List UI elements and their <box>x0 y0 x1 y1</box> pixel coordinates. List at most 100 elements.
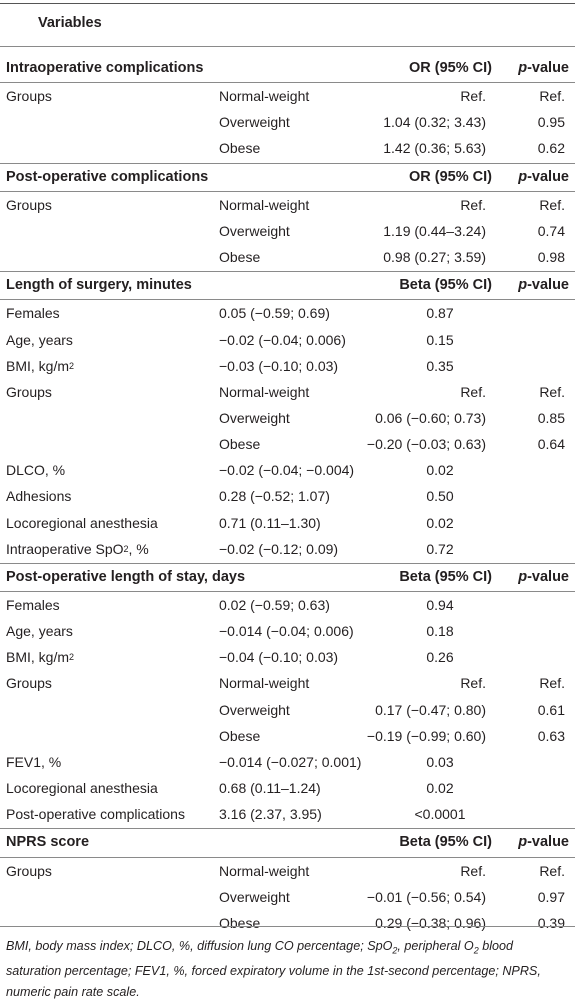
row-label: Groups <box>6 379 52 405</box>
p-value-header-suffix: -value <box>527 60 569 76</box>
p-value-header-italic: p <box>518 168 528 185</box>
row-label-text: Locoregional anesthesia <box>6 780 158 797</box>
section-header-row: Length of surgery, minutes Beta (95% CI) p… <box>0 272 575 298</box>
p-value: 0.74 <box>537 222 565 239</box>
section-header-rule <box>0 82 575 84</box>
p-value: Ref. <box>539 196 565 213</box>
table-row: Groups Normal-weight Ref. Ref. <box>0 83 575 109</box>
table-row: Obese −0.20 (−0.03; 0.63) 0.64 <box>0 431 575 457</box>
row-label-text: BMI, kg/m <box>6 357 70 374</box>
row-label: Groups <box>6 858 52 884</box>
p-value: 0.02 <box>426 514 454 531</box>
p-value-header: p -value <box>518 829 569 855</box>
table-row: DLCO, % −0.02 (−0.04; −0.004) 0.02 <box>0 457 575 483</box>
p-value-header: p -value <box>518 164 569 190</box>
estimate-value: −0.04 (−0.10; 0.03) <box>219 649 339 666</box>
row-label-text: Groups <box>6 675 52 692</box>
table-row: FEV1, % −0.014 (−0.027; 0.001) 0.03 <box>0 749 575 775</box>
table-row: Groups Normal-weight Ref. Ref. <box>0 379 575 405</box>
estimate-value: −0.014 (−0.04; 0.006) <box>219 623 354 640</box>
p-value-header: p -value <box>518 55 569 81</box>
stat-column-header: Beta (95% CI) <box>399 834 492 851</box>
p-value: 0.18 <box>426 623 454 640</box>
p-value-header-italic: p <box>518 277 528 294</box>
group-category: Obese <box>219 914 261 931</box>
section-title: Post-operative length of stay, days <box>6 568 246 585</box>
table-row: Overweight 1.19 (0.44–3.24) 0.74 <box>0 218 575 244</box>
row-label: Intraoperative SpO 2, % <box>6 536 149 562</box>
estimate-value: 0.17 (−0.47; 0.80) <box>375 701 486 718</box>
table-row: Groups Normal-weight Ref. Ref. <box>0 670 575 696</box>
table-row: Locoregional anesthesia 0.68 (0.11–1.24) 0… <box>0 775 575 801</box>
group-category: Overweight <box>219 701 290 718</box>
table-row: Intraoperative SpO 2, % −0.02 (−0.12; 0.09… <box>0 536 575 562</box>
section-header-row: Post-operative complications OR (95% CI) p… <box>0 164 575 190</box>
row-label-text: Groups <box>6 196 52 213</box>
estimate-value: 0.02 (−0.59; 0.63) <box>219 597 330 613</box>
table-row: Overweight 1.04 (0.32; 3.43) 0.95 <box>0 109 575 135</box>
p-value: 0.95 <box>537 114 565 131</box>
p-value: Ref. <box>539 862 565 879</box>
p-value: 0.02 <box>426 780 454 797</box>
p-value: 0.62 <box>537 140 565 157</box>
row-label-text: Females <box>6 305 60 322</box>
estimate-value: 0.06 (−0.60; 0.73) <box>375 409 486 426</box>
p-value: 0.02 <box>426 462 454 479</box>
p-value-header-italic: p <box>518 834 528 851</box>
row-label: Groups <box>6 192 52 218</box>
group-category: Obese <box>219 249 261 266</box>
estimate-value: 0.98 (0.27; 3.59) <box>383 249 486 266</box>
table-row: Obese −0.19 (−0.99; 0.60) 0.63 <box>0 723 575 749</box>
p-value: 0.85 <box>537 409 565 426</box>
section-title: Length of surgery, minutes <box>6 277 192 294</box>
estimate-value: −0.20 (−0.03; 0.63) <box>366 436 486 453</box>
p-value-header-italic: p <box>518 568 528 585</box>
estimate-value: −0.02 (−0.04; −0.004) <box>219 462 355 479</box>
row-label: Females <box>6 592 60 618</box>
p-value-header-suffix: -value <box>527 834 569 851</box>
p-value: 0.97 <box>537 888 565 905</box>
row-label: Age, years <box>6 618 73 644</box>
table-bottom-rule <box>0 926 575 927</box>
estimate-value: 3.16 (2.37, 3.95) <box>219 806 322 823</box>
estimate-value: Ref. <box>460 383 486 400</box>
table-row: Groups Normal-weight Ref. Ref. <box>0 858 575 884</box>
p-value: 0.35 <box>426 357 454 374</box>
p-value: 0.63 <box>537 727 565 744</box>
estimate-value: Ref. <box>460 88 486 105</box>
estimate-value: −0.19 (−0.99; 0.60) <box>366 727 486 744</box>
p-value: Ref. <box>539 383 565 400</box>
stat-column-header: Beta (95% CI) <box>399 568 492 585</box>
table-row: BMI, kg/m 2 −0.03 (−0.10; 0.03) 0.35 <box>0 353 575 379</box>
table-row: Obese 0.29 (−0.38; 0.96) 0.39 <box>0 910 575 936</box>
row-label: DLCO, % <box>6 457 65 483</box>
row-label-text: DLCO, % <box>6 462 66 479</box>
row-label: Age, years <box>6 327 73 353</box>
estimate-value: Ref. <box>460 862 486 879</box>
group-category: Obese <box>219 436 261 453</box>
p-value-header: p -value <box>518 272 569 298</box>
row-label-text: Post-operative complications <box>6 806 185 823</box>
estimate-value: −0.014 (−0.027; 0.001) <box>219 753 362 770</box>
section-header-row: Post-operative length of stay, days Beta … <box>0 564 575 590</box>
table-row: BMI, kg/m 2 −0.04 (−0.10; 0.03) 0.26 <box>0 644 575 670</box>
estimate-value: 0.68 (0.11–1.24) <box>219 780 321 797</box>
stat-column-header: OR (95% CI) <box>409 60 492 76</box>
footnote-sub2: 2 <box>473 945 479 956</box>
row-label: Locoregional anesthesia <box>6 510 158 536</box>
footnote-part2: , peripheral O <box>397 939 474 953</box>
p-value: 0.39 <box>537 914 565 931</box>
row-label-text: BMI, kg/m <box>6 649 70 666</box>
row-label-text: Age, years <box>6 623 73 640</box>
group-category: Obese <box>219 140 261 157</box>
row-label: Adhesions <box>6 483 71 509</box>
footnote-part1: BMI, body mass index; DLCO, %, diffusion… <box>6 939 393 953</box>
group-category: Normal-weight <box>219 196 310 213</box>
p-value: 0.50 <box>426 488 454 505</box>
table-row: Post-operative complications 3.16 (2.37, … <box>0 801 575 827</box>
p-value: 0.26 <box>426 649 454 666</box>
estimate-value: −0.01 (−0.56; 0.54) <box>366 888 486 905</box>
group-category: Overweight <box>219 409 290 426</box>
table-row: Overweight 0.06 (−0.60; 0.73) 0.85 <box>0 405 575 431</box>
estimate-value: 1.04 (0.32; 3.43) <box>383 114 486 131</box>
